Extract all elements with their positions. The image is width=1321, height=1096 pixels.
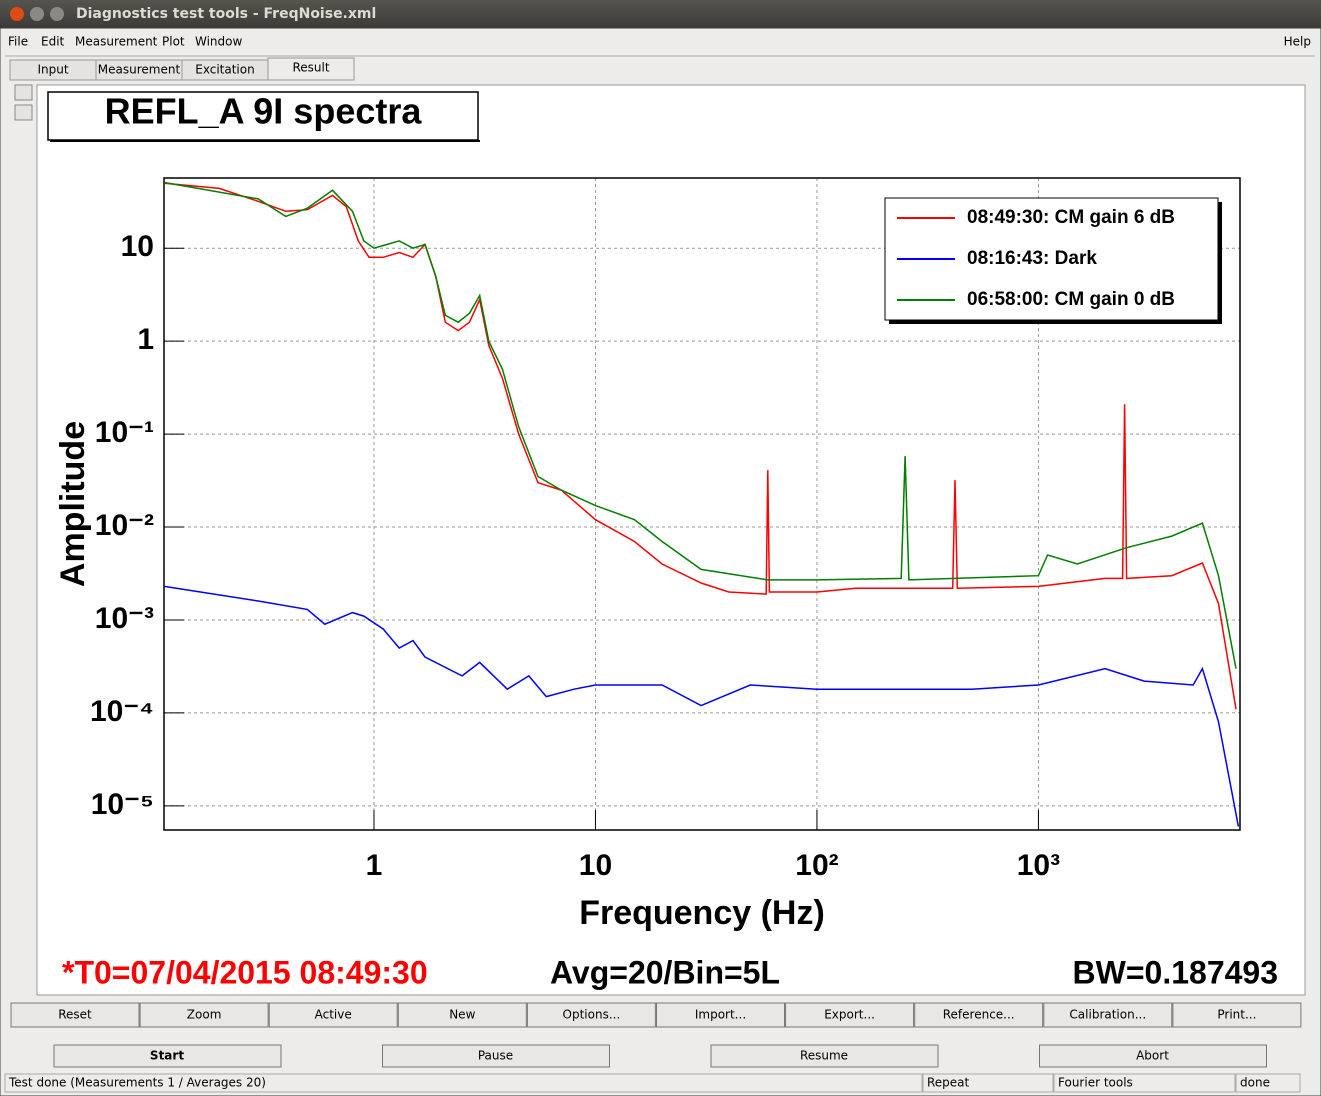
menu-item[interactable]: Measurement [75, 35, 158, 49]
y-tick-label: 10⁻⁴ [90, 695, 154, 728]
y-tick-label: 10⁻³ [95, 602, 154, 635]
title-bar [0, 0, 1321, 28]
legend-label: 08:16:43: Dark [967, 248, 1097, 269]
status-field [922, 1073, 1054, 1093]
legend-label: 06:58:00: CM gain 0 dB [967, 289, 1175, 310]
control-button[interactable] [1039, 1044, 1267, 1068]
x-tick-label: 10³ [1017, 849, 1060, 882]
series-line [164, 182, 1237, 710]
control-button[interactable] [710, 1044, 939, 1068]
y-tick-label: 10⁻¹ [95, 416, 154, 449]
button[interactable] [526, 1002, 656, 1028]
y-tick-label: 1 [137, 323, 154, 356]
window-border [0, 27, 1321, 1096]
control-label: Abort [1136, 1049, 1169, 1063]
x-axis-label: Frequency (Hz) [579, 894, 825, 932]
series-line [164, 585, 1240, 827]
control-button[interactable] [382, 1044, 610, 1068]
chart-title: REFL_A 9I spectra [105, 91, 423, 132]
series-line [164, 181, 1237, 669]
button[interactable] [139, 1002, 269, 1028]
control-label: Pause [478, 1049, 513, 1063]
status-field [1235, 1073, 1301, 1093]
button[interactable] [10, 1002, 140, 1028]
bandwidth-label: BW=0.187493 [1073, 954, 1278, 990]
button-label: Zoom [187, 1008, 222, 1022]
averages-label: Avg=20/Bin=5L [550, 954, 780, 990]
menu-help[interactable]: Help [1284, 35, 1311, 49]
button-label: Reference... [943, 1008, 1015, 1022]
button-label: Calibration... [1069, 1008, 1146, 1022]
plot-frame [163, 177, 1241, 831]
button[interactable] [785, 1002, 915, 1028]
menu-item[interactable]: File [8, 35, 28, 49]
button-label: Print... [1217, 1008, 1256, 1022]
tab-label: Excitation [195, 63, 254, 77]
menu-item[interactable]: Window [195, 35, 243, 49]
status-field [4, 1073, 923, 1093]
button-label: Import... [695, 1008, 746, 1022]
legend-label: 08:49:30: CM gain 6 dB [967, 207, 1175, 228]
x-tick-label: 1 [366, 849, 383, 882]
button[interactable] [1043, 1002, 1173, 1028]
y-tick-label: 10⁻² [95, 509, 154, 542]
control-label: Resume [800, 1049, 848, 1063]
tab-label: Input [37, 63, 68, 77]
tab-label: Measurement [98, 63, 181, 77]
status-text: Fourier tools [1058, 1076, 1133, 1090]
button-label: Active [315, 1008, 352, 1022]
button[interactable] [397, 1002, 527, 1028]
window-title: Diagnostics test tools - FreqNoise.xml [76, 6, 376, 22]
t0-label: *T0=07/04/2015 08:49:30 [62, 954, 428, 990]
status-text: Test done (Measurements 1 / Averages 20) [8, 1076, 266, 1090]
close-button[interactable] [10, 7, 24, 21]
scroll-up[interactable] [14, 84, 33, 101]
y-tick-label: 10⁻⁵ [91, 788, 154, 821]
control-label: Start [150, 1049, 184, 1063]
title-box [47, 91, 479, 141]
button[interactable] [268, 1002, 398, 1028]
minimize-button[interactable] [30, 7, 44, 21]
scroll-down[interactable] [14, 104, 33, 121]
menu-item[interactable]: Edit [41, 35, 65, 49]
button[interactable] [1172, 1002, 1302, 1028]
tab-label: Result [292, 61, 329, 75]
menu-item[interactable]: Plot [162, 35, 185, 49]
button-label: New [449, 1008, 475, 1022]
x-tick-label: 10² [795, 849, 838, 882]
button[interactable] [656, 1002, 785, 1028]
control-button[interactable] [53, 1044, 282, 1068]
button-label: Options... [563, 1008, 621, 1022]
y-axis-label: Amplitude [54, 421, 92, 587]
status-text: Repeat [927, 1076, 970, 1090]
button-label: Reset [58, 1008, 92, 1022]
status-field [1053, 1073, 1236, 1093]
button[interactable] [914, 1002, 1044, 1028]
y-tick-label: 10 [121, 230, 154, 263]
maximize-button[interactable] [50, 7, 64, 21]
button-label: Export... [824, 1008, 875, 1022]
tab[interactable] [267, 57, 355, 81]
x-tick-label: 10 [579, 849, 612, 882]
status-text: done [1240, 1076, 1270, 1090]
